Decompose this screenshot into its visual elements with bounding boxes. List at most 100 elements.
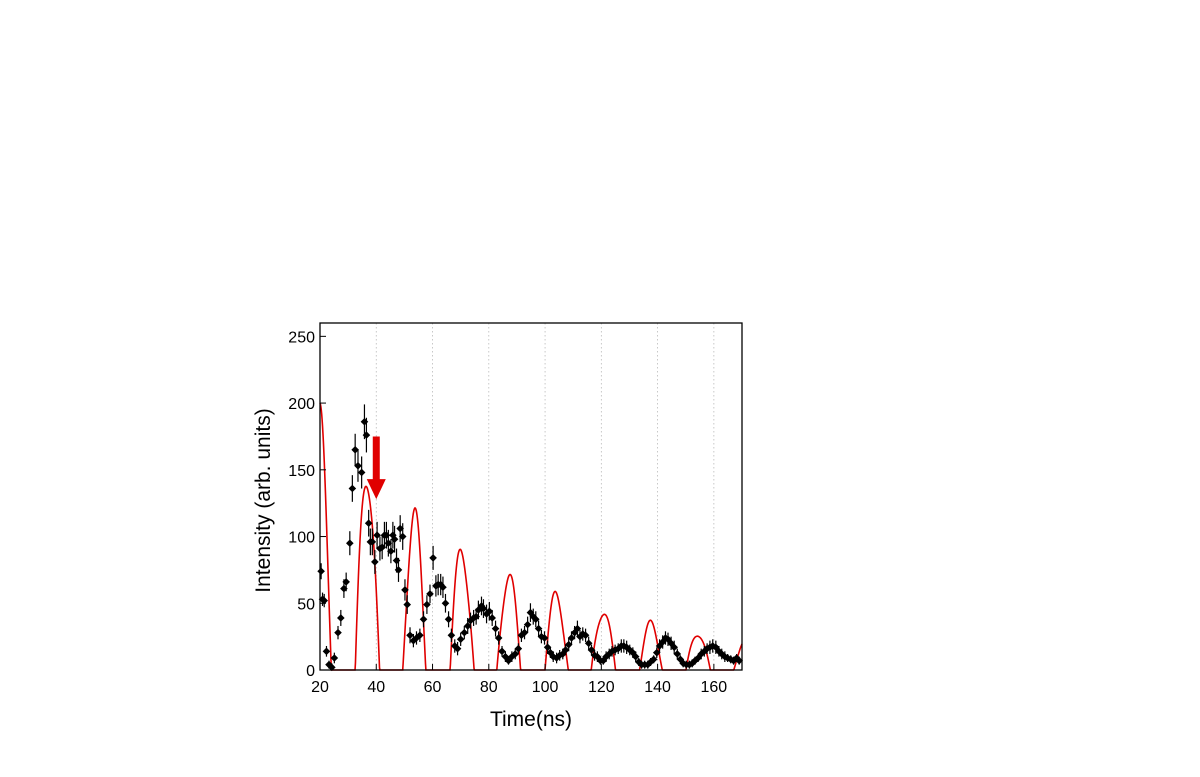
data-point-21 [371,549,379,574]
data-marker [368,538,377,546]
data-point-3 [322,645,331,657]
data-marker [697,650,706,658]
data-point-97 [584,636,593,650]
x-tick-label-20: 20 [311,679,329,696]
data-point-13 [351,433,359,466]
y-axis-ticks: 0 50 100 150 200 250 [288,329,326,680]
y-tick-label-50: 50 [297,596,315,613]
data-marker [342,578,350,586]
data-point-41 [419,611,428,628]
data-marker [706,643,714,652]
data-marker [328,663,336,672]
data-marker [330,654,339,662]
data-point-96 [581,628,590,642]
data-point-48 [439,576,447,598]
data-marker [511,650,520,658]
data-point-75 [520,625,529,640]
data-point-40 [416,628,424,642]
data-marker [646,658,655,666]
data-point-20 [368,528,377,556]
data-point-15 [357,456,366,489]
data-point-52 [450,639,459,653]
data-marker [485,607,494,616]
data-point-29 [389,521,397,549]
data-point-49 [441,593,450,613]
data-point-32 [394,557,403,582]
data-point-127 [673,648,682,660]
data-marker [523,620,532,629]
data-marker [354,462,362,470]
data-marker [573,624,582,633]
data-marker [520,628,529,637]
data-marker [396,524,404,533]
data-marker [735,656,743,665]
data-point-36 [403,595,412,614]
data-point-42 [423,595,431,614]
data-marker [382,531,391,540]
data-marker [439,583,447,592]
y-tick-label-250: 250 [288,329,315,346]
x-tick-label-60: 60 [424,679,442,696]
y-tick-label-100: 100 [288,530,315,547]
data-point-55 [460,625,469,640]
data-marker [514,644,523,653]
data-marker [631,652,640,661]
data-point-120 [652,647,661,658]
data-point-7 [334,625,342,640]
data-marker [362,431,371,439]
data-point-79 [531,611,540,628]
data-point-35 [401,579,409,601]
data-marker [456,635,465,644]
data-marker [384,539,393,548]
data-marker [360,417,369,426]
y-tick-label-150: 150 [288,463,315,480]
data-marker [394,566,403,574]
x-tick-label-80: 80 [480,679,498,696]
y-tick-label-0: 0 [306,663,315,680]
data-marker [498,647,506,656]
data-marker [364,519,373,527]
data-marker [670,643,678,652]
data-marker [357,468,366,477]
data-point-44 [429,545,437,570]
data-marker [429,554,437,562]
data-point-66 [491,620,500,637]
data-marker [441,599,450,608]
data-marker [317,567,325,576]
data-marker [673,650,682,658]
x-tick-label-140: 140 [644,679,671,696]
data-point-10 [342,572,350,592]
data-point-17 [362,417,371,453]
data-point-68 [498,645,506,657]
data-point-82 [540,631,549,645]
data-point-76 [523,616,532,633]
x-tick-label-120: 120 [588,679,615,696]
data-marker [581,631,590,640]
data-point-139 [708,639,717,653]
data-marker [320,596,329,605]
data-marker [412,634,421,642]
annotation-arrow-group [366,436,386,500]
data-marker [494,634,503,642]
data-marker [450,642,459,650]
data-marker [348,484,357,493]
data-marker [649,655,658,664]
data-marker [655,642,664,650]
data-marker [373,531,381,540]
data-marker [416,631,424,640]
data-marker [453,644,462,653]
data-point-12 [348,475,357,502]
data-point-72 [511,648,520,660]
x-tick-label-40: 40 [367,679,385,696]
data-point-138 [706,640,714,654]
x-tick-label-100: 100 [532,679,559,696]
data-point-113 [631,651,640,662]
data-point-2 [320,593,329,608]
data-marker [584,639,593,648]
data-marker [463,622,472,630]
data-marker [482,610,491,618]
data-point-119 [649,655,658,664]
data-marker [423,600,431,609]
data-point-50 [444,611,453,628]
data-point-53 [453,641,462,656]
